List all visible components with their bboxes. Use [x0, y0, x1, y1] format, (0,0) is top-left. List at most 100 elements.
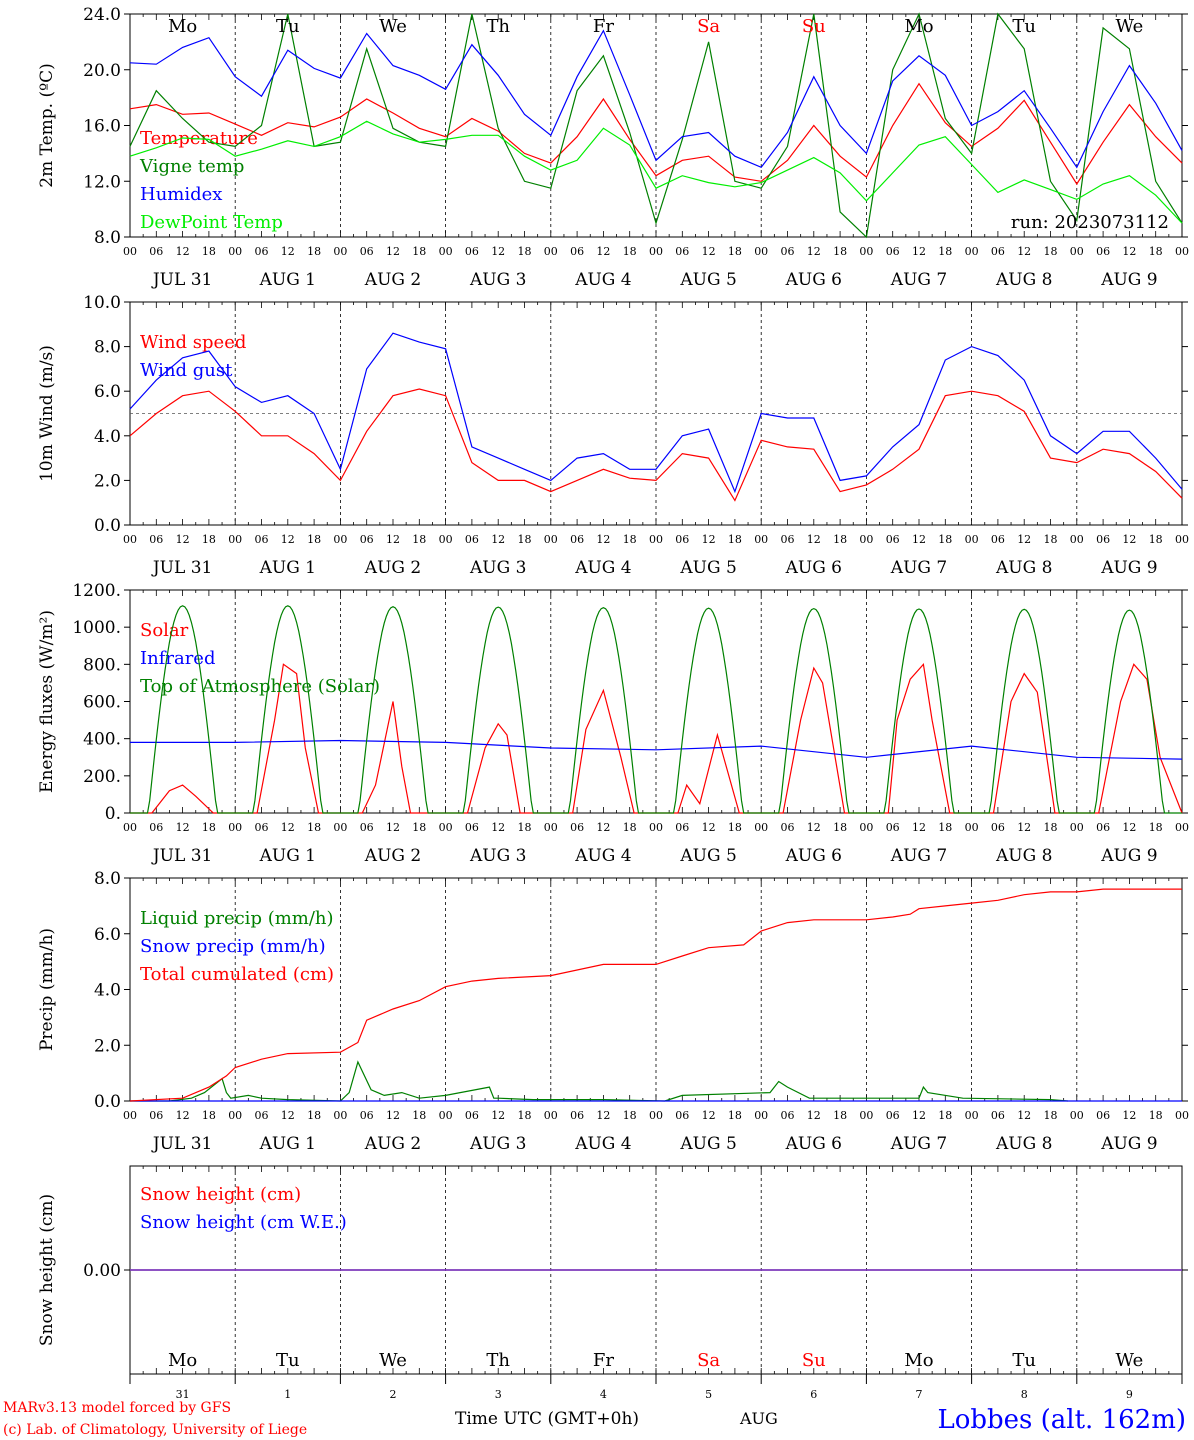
hour-tick-label: 00 [754, 245, 768, 258]
hour-tick-label: 00 [965, 245, 979, 258]
hour-tick-label: 12 [807, 821, 821, 834]
hour-tick-label: 06 [781, 245, 795, 258]
hour-tick-label: 18 [412, 1109, 426, 1122]
month-label: AUG [739, 1409, 778, 1428]
day-number: 7 [916, 1388, 923, 1401]
date-label: AUG 3 [469, 846, 526, 866]
date-label: AUG 2 [364, 270, 421, 290]
date-label: AUG 5 [679, 270, 736, 290]
y-tick-label: 0.0 [94, 516, 121, 536]
date-label: AUG 2 [364, 846, 421, 866]
hour-tick-label: 00 [123, 533, 137, 546]
hour-tick-label: 06 [1096, 533, 1110, 546]
date-label: AUG 3 [469, 1134, 526, 1154]
hour-tick-label: 18 [1149, 821, 1163, 834]
y-tick-label: 4.0 [94, 981, 121, 1001]
date-label: AUG 1 [259, 270, 316, 290]
date-label: AUG 7 [890, 270, 947, 290]
y-tick-label: 400. [83, 730, 121, 750]
y-tick-label: 0.00 [83, 1261, 121, 1281]
hour-tick-label: 06 [675, 533, 689, 546]
hour-tick-label: 00 [439, 821, 453, 834]
hour-tick-label: 06 [675, 1109, 689, 1122]
hour-tick-label: 12 [491, 245, 505, 258]
hour-tick-label: 12 [386, 821, 400, 834]
legend-vigne-temp: Vigne temp [139, 156, 244, 177]
hour-tick-label: 00 [965, 533, 979, 546]
y-axis-label: 10m Wind (m/s) [37, 345, 57, 482]
hour-tick-label: 00 [649, 821, 663, 834]
date-label: AUG 8 [995, 1134, 1052, 1154]
hour-tick-label: 18 [518, 245, 532, 258]
legend-wind-gust: Wind gust [140, 360, 233, 381]
hour-tick-label: 00 [1175, 1109, 1189, 1122]
date-label: AUG 7 [890, 558, 947, 578]
y-tick-label: 600. [83, 693, 121, 713]
hour-tick-label: 06 [255, 1109, 269, 1122]
hour-tick-label: 18 [833, 1109, 847, 1122]
date-label: JUL 31 [151, 846, 212, 866]
hour-tick-label: 06 [570, 821, 584, 834]
run-label: run: 2023073112 [1011, 212, 1169, 233]
y-axis-label: Energy fluxes (W/m²) [37, 610, 57, 793]
hour-tick-label: 12 [1017, 533, 1031, 546]
series-line-dewpoint-temp [129, 120, 1183, 224]
hour-tick-label: 06 [675, 245, 689, 258]
series-line-temperature [129, 82, 1183, 186]
day-number: 6 [810, 1388, 817, 1401]
date-label: AUG 6 [785, 558, 842, 578]
hour-tick-label: 12 [807, 533, 821, 546]
hour-tick-label: 12 [1017, 821, 1031, 834]
hour-tick-label: 12 [702, 245, 716, 258]
hour-tick-label: 06 [465, 245, 479, 258]
hour-tick-label: 18 [728, 821, 742, 834]
hour-tick-label: 18 [1149, 245, 1163, 258]
day-name: Tu [276, 1350, 300, 1371]
hour-tick-label: 18 [938, 821, 952, 834]
hour-tick-label: 00 [754, 1109, 768, 1122]
day-name: Mo [168, 16, 197, 37]
y-tick-label: 2.0 [94, 471, 121, 491]
hour-tick-label: 06 [781, 533, 795, 546]
hour-tick-label: 06 [570, 533, 584, 546]
hour-tick-label: 18 [202, 533, 216, 546]
hour-tick-label: 00 [228, 1109, 242, 1122]
hour-tick-label: 12 [176, 821, 190, 834]
hour-tick-label: 18 [307, 245, 321, 258]
date-label: AUG 4 [574, 846, 631, 866]
day-name: Tu [1012, 16, 1036, 37]
hour-tick-label: 18 [938, 1109, 952, 1122]
hour-tick-label: 12 [1017, 1109, 1031, 1122]
hour-tick-label: 12 [386, 1109, 400, 1122]
hour-tick-label: 06 [781, 821, 795, 834]
hour-tick-label: 18 [1149, 533, 1163, 546]
hour-tick-label: 12 [281, 1109, 295, 1122]
hour-tick-label: 18 [412, 821, 426, 834]
hour-tick-label: 06 [991, 821, 1005, 834]
day-number: 5 [705, 1388, 712, 1401]
hour-tick-label: 18 [833, 533, 847, 546]
hour-tick-label: 18 [412, 245, 426, 258]
hour-tick-label: 00 [544, 533, 558, 546]
date-label: AUG 3 [469, 558, 526, 578]
hour-tick-label: 12 [386, 245, 400, 258]
day-name: We [1116, 16, 1144, 37]
time-axis-label: Time UTC (GMT+0h) [455, 1409, 639, 1429]
hour-tick-label: 12 [807, 1109, 821, 1122]
date-label: AUG 6 [785, 1134, 842, 1154]
hour-tick-label: 00 [228, 245, 242, 258]
hour-tick-label: 00 [754, 821, 768, 834]
hour-tick-label: 18 [518, 1109, 532, 1122]
legend-total-cumulated-cm: Total cumulated (cm) [140, 964, 334, 985]
hour-tick-label: 00 [965, 1109, 979, 1122]
hour-tick-label: 06 [255, 533, 269, 546]
hour-tick-label: 06 [149, 245, 163, 258]
legend-dewpoint-temp: DewPoint Temp [140, 212, 283, 233]
day-name: Tu [1012, 1350, 1036, 1371]
hour-tick-label: 06 [570, 1109, 584, 1122]
hour-tick-label: 18 [1044, 533, 1058, 546]
legend-humidex: Humidex [140, 184, 222, 205]
y-tick-label: 1200. [72, 581, 121, 601]
day-name: Mo [904, 1350, 933, 1371]
